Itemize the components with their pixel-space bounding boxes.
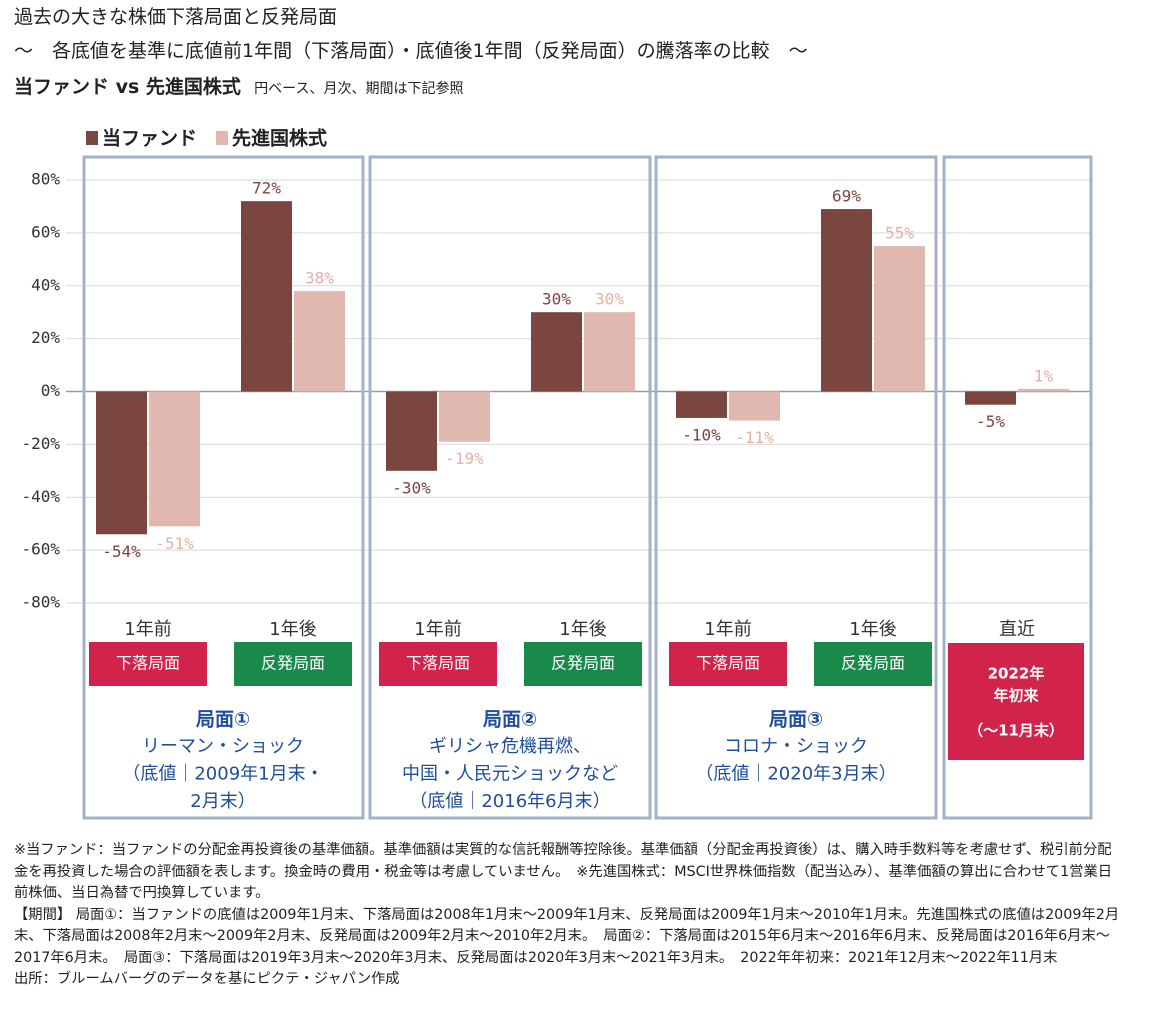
y-tick-label: -20% — [21, 434, 60, 453]
phase-tag — [524, 642, 642, 686]
data-label: -10% — [682, 425, 721, 444]
panel-frame — [368, 155, 652, 820]
y-tick-label: -40% — [21, 487, 60, 506]
recent-tag — [948, 643, 1084, 760]
bar — [676, 391, 727, 418]
x-tick-label: 1年前 — [124, 619, 171, 640]
bar — [439, 391, 490, 442]
bar — [1018, 388, 1069, 392]
panel-frame — [82, 155, 365, 820]
y-tick-label: 0% — [41, 381, 61, 400]
data-label: -30% — [392, 478, 431, 497]
phase-tag — [234, 642, 352, 686]
bar — [584, 312, 635, 392]
note: ※当ファンド：当ファンドの分配金再投資後の基準価額。基準価額は実質的な信託報酬等… — [14, 842, 1113, 901]
phase-tag-label: 下落局面 — [116, 654, 180, 673]
panel-line: ギリシャ危機再燃、 — [429, 736, 591, 757]
panel-line: リーマン・ショック — [142, 736, 304, 757]
recent-tag-label: 2022年 — [988, 665, 1045, 683]
chart: 80% 60% 40% 20% 0% -20% -40% -60% -80% 当ファンド 先進国株式… — [21, 127, 1093, 820]
phase-tag — [89, 642, 207, 686]
data-label: -11% — [735, 428, 774, 447]
y-tick-label: 60% — [31, 222, 60, 241]
legend-label: 先進国株式 — [232, 127, 327, 150]
y-tick-label: 40% — [31, 275, 60, 294]
legend-label: 当ファンド — [102, 127, 197, 150]
bar — [821, 209, 872, 392]
data-label: 55% — [885, 224, 914, 243]
phase-tag — [814, 642, 932, 686]
heading-note: 円ベース、月次、期間は下記参照 — [254, 81, 464, 97]
data-label: 30% — [542, 290, 571, 309]
panel-line: 中国・人民元ショックなど — [402, 764, 618, 785]
data-label: -19% — [445, 449, 484, 468]
bar — [294, 291, 345, 392]
x-tick-label: 1年後 — [559, 619, 606, 640]
phase-tag-label: 反発局面 — [551, 654, 615, 673]
phase-tag — [379, 642, 497, 686]
legend-swatch — [86, 131, 98, 145]
panel-frame — [942, 155, 1093, 820]
title: 過去の大きな株価下落局面と反発局面 — [14, 6, 338, 28]
x-tick-label: 1年前 — [414, 619, 461, 640]
panel-title: 局面① — [196, 709, 250, 731]
data-label: -5% — [976, 412, 1005, 431]
phase-tag-label: 下落局面 — [696, 654, 760, 673]
note: 【期間】 局面①：当ファンドの底値は2009年1月末、下落局面は2008年1月末… — [14, 906, 1120, 966]
phase-tag-label: 反発局面 — [841, 654, 905, 673]
notes: ※当ファンド：当ファンドの分配金再投資後の基準価額。基準価額は実質的な信託報酬等… — [14, 840, 1124, 991]
panel-line: コロナ・ショック — [724, 736, 868, 757]
panel-line: （底値｜2009年1月末・ — [122, 764, 323, 785]
recent-tag-label: 年初来 — [993, 687, 1039, 705]
y-tick-label: 20% — [31, 328, 60, 347]
bar — [874, 246, 925, 392]
panel-line: 2月末） — [190, 791, 255, 812]
bar — [531, 312, 582, 392]
x-tick-label: 1年後 — [269, 619, 316, 640]
data-label: -51% — [155, 534, 194, 553]
bar — [386, 391, 437, 471]
x-tick-label: 直近 — [999, 619, 1035, 640]
x-tick-label: 1年前 — [704, 619, 751, 640]
y-tick-label: -80% — [21, 593, 60, 612]
legend-swatch — [216, 131, 228, 145]
panel-frame — [654, 155, 938, 820]
note: 出所：ブルームバーグのデータを基にピクテ・ジャパン作成 — [14, 971, 400, 987]
bar — [729, 391, 780, 421]
x-tick-label: 1年後 — [849, 619, 896, 640]
heading-text: 当ファンド vs 先進国株式 — [14, 76, 241, 98]
data-label: 1% — [1034, 366, 1054, 385]
panel-line: （底値｜2016年6月末） — [409, 791, 610, 812]
bar — [96, 391, 147, 535]
panel-title: 局面② — [483, 709, 537, 731]
data-label: 38% — [305, 269, 334, 288]
subtitle: ～ 各底値を基準に底値前1年間（下落局面）・底値後1年間（反発局面）の騰落率の比… — [14, 40, 808, 62]
bar — [149, 391, 200, 527]
data-label: 72% — [252, 179, 281, 198]
phase-tag-label: 反発局面 — [261, 654, 325, 673]
phase-tag — [669, 642, 787, 686]
bar — [241, 201, 292, 392]
data-label: 30% — [595, 290, 624, 309]
y-tick-label: 80% — [31, 170, 60, 189]
phase-tag-label: 下落局面 — [406, 654, 470, 673]
recent-tag-label: （～11月末） — [968, 722, 1064, 740]
panel-title: 局面③ — [769, 709, 823, 731]
y-tick-label: -60% — [21, 540, 60, 559]
heading: 当ファンド vs 先進国株式 円ベース、月次、期間は下記参照 — [14, 72, 463, 99]
data-label: -54% — [102, 542, 141, 561]
panel-line: （底値｜2020年3月末） — [695, 764, 896, 785]
bar — [965, 391, 1016, 405]
data-label: 69% — [832, 187, 861, 206]
